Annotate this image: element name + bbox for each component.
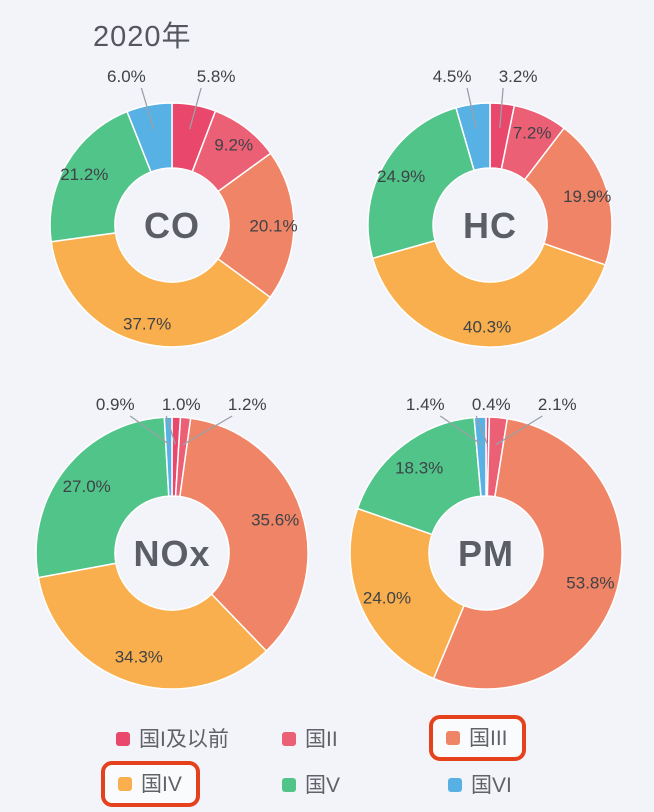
slice-value-label: 34.3% [115,647,163,666]
slice-value-label: 21.2% [60,165,108,184]
pie-slice [37,562,268,690]
donut-center-label: NOx [133,533,210,574]
donut-center-label: CO [144,205,200,246]
slice-value-label: 20.1% [249,216,297,235]
donut-chart: 53.8% 24.0% 18.3% 1.4% 0.4% 2.1% PM [349,395,623,690]
slice-value-label: 6.0% [107,67,146,86]
slice-value-label: 35.6% [251,511,299,530]
label-leader-line [439,415,482,445]
slice-value-label: 9.2% [214,135,253,154]
pie-slice [356,416,482,536]
donut-chart: 9.2% 20.1% 37.7% 21.2% 6.0% 5.8% CO [49,67,298,348]
label-leader-line [499,87,504,128]
label-leader-line [466,87,477,129]
chart-title: 2020年 [93,21,192,53]
pie-slice [50,232,271,348]
legend-swatch [446,731,460,745]
slice-value-label: 53.8% [566,574,614,593]
pie-slice [126,102,173,173]
donut-chart: 35.6% 34.3% 27.0% 0.9% 1.0% 1.2% NOx [35,395,309,690]
slice-value-label: 37.7% [123,314,171,333]
legend-label: 国II [305,727,338,751]
slice-value-label: 2.1% [538,395,577,414]
legend-swatch [448,778,462,792]
legend-item-highlighted: 国III [429,715,526,761]
label-leader-line [140,87,155,130]
legend-item: 国I及以前 [116,727,229,751]
legend-label: 国I及以前 [139,727,229,751]
pie-slice [35,416,170,579]
donut-center-label: HC [463,205,517,246]
legend-label: 国III [469,726,508,750]
slice-value-label: 1.4% [406,395,445,414]
legend-swatch [118,777,132,791]
donut-center-label: PM [458,533,514,574]
label-leader-line [495,415,543,446]
pie-slice [432,417,623,690]
slice-value-label: 0.9% [96,395,135,414]
label-leader-line [165,415,177,445]
slice-value-label: 18.3% [395,459,443,478]
slice-value-label: 0.4% [472,395,511,414]
slice-value-label: 40.3% [463,318,511,337]
label-leader-line [475,415,489,445]
pie-slice [349,507,465,680]
slice-value-label: 1.0% [162,395,201,414]
label-leader-line [189,87,202,130]
label-leader-line [129,415,170,445]
label-leader-line [182,415,233,446]
legend-item: 国VI [448,773,512,797]
legend-swatch [282,778,296,792]
legend-label: 国V [305,773,341,797]
legend-item-highlighted: 国IV [101,761,200,807]
slice-value-label: 24.0% [363,588,411,607]
pie-slice [371,239,607,348]
legend-swatch [116,732,130,746]
pie-slice [367,107,475,260]
legend-item: 国II [282,727,338,751]
slice-value-label: 19.9% [563,187,611,206]
legend-label: 国IV [141,772,182,796]
pie-slice [523,127,613,266]
pie-slice [49,110,152,243]
pie-slice [473,416,487,497]
slice-value-label: 7.2% [513,124,552,143]
slice-value-label: 27.0% [63,477,111,496]
slice-value-label: 5.8% [197,67,236,86]
pie-slice [179,417,309,652]
legend-swatch [282,732,296,746]
slice-value-label: 3.2% [499,67,538,86]
pie-slice [455,102,491,172]
legend-item: 国V [282,773,340,797]
slice-value-label: 1.2% [228,395,267,414]
legend-label: 国VI [471,773,512,797]
slice-value-label: 4.5% [433,67,472,86]
slice-value-label: 24.9% [377,167,425,186]
pie-slice [217,152,295,299]
donut-chart: 7.2% 19.9% 40.3% 24.9% 4.5% 3.2% HC [367,67,613,348]
